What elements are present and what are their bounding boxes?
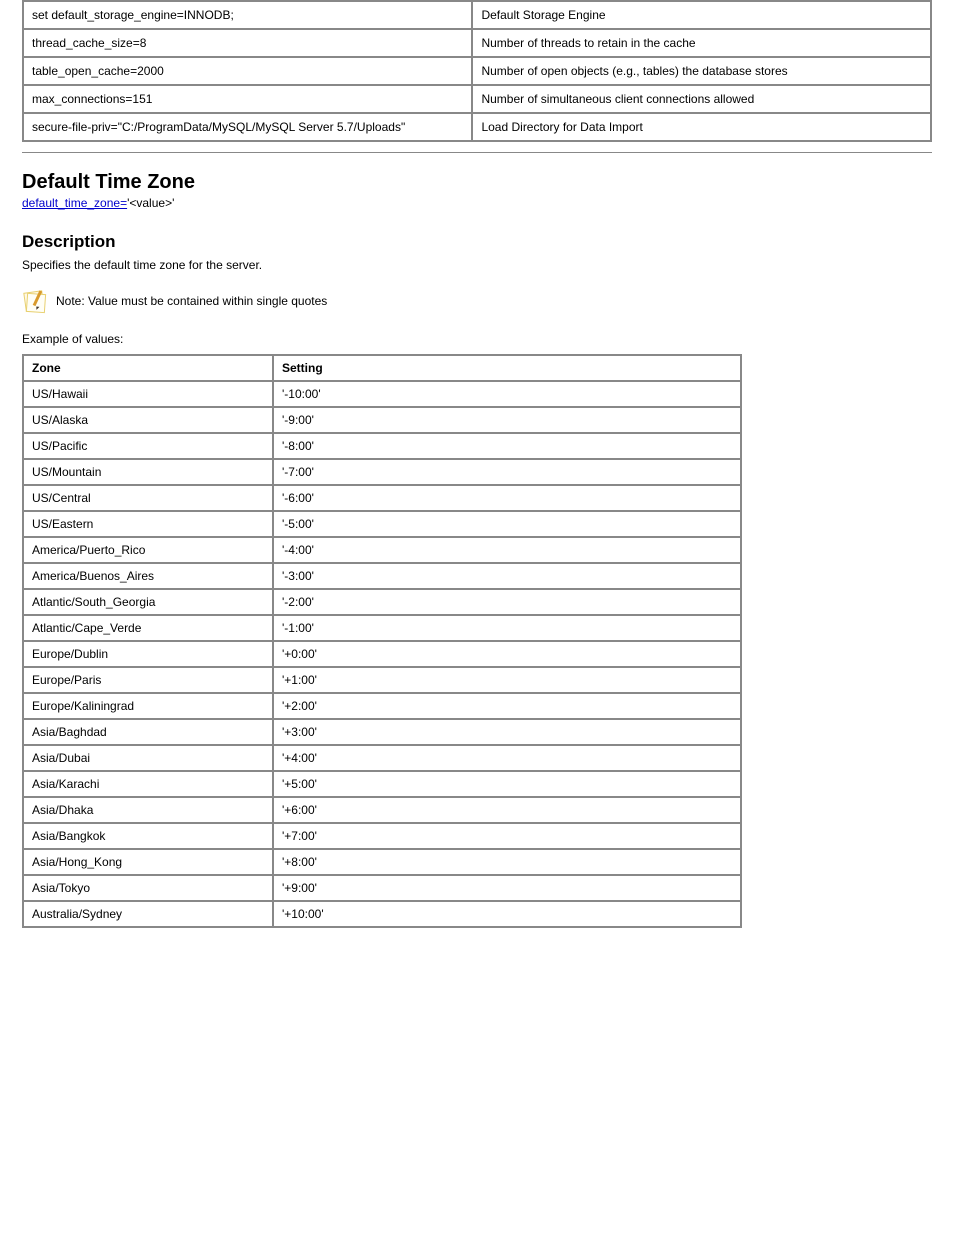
tz-zone: Asia/Karachi xyxy=(23,771,273,797)
tz-zone: America/Puerto_Rico xyxy=(23,537,273,563)
option-desc: Number of threads to retain in the cache xyxy=(472,29,931,57)
description-text: Specifies the default time zone for the … xyxy=(22,258,932,272)
option-name: secure-file-priv="C:/ProgramData/MySQL/M… xyxy=(23,113,472,141)
tz-zone: America/Buenos_Aires xyxy=(23,563,273,589)
option-desc: Load Directory for Data Import xyxy=(472,113,931,141)
tz-setting: '+5:00' xyxy=(273,771,741,797)
tz-setting: '+9:00' xyxy=(273,875,741,901)
table-row: Asia/Dubai'+4:00' xyxy=(23,745,741,771)
tz-setting: '-8:00' xyxy=(273,433,741,459)
table-row: table_open_cache=2000Number of open obje… xyxy=(23,57,931,85)
tz-zone: Asia/Hong_Kong xyxy=(23,849,273,875)
tz-setting: '+6:00' xyxy=(273,797,741,823)
tz-setting: '-1:00' xyxy=(273,615,741,641)
table-row: US/Central'-6:00' xyxy=(23,485,741,511)
tz-setting: '+10:00' xyxy=(273,901,741,927)
option-name: table_open_cache=2000 xyxy=(23,57,472,85)
table-row: Atlantic/South_Georgia'-2:00' xyxy=(23,589,741,615)
options-table-body: set default_storage_engine=INNODB;Defaul… xyxy=(23,1,931,141)
table-row: thread_cache_size=8Number of threads to … xyxy=(23,29,931,57)
option-desc: Default Storage Engine xyxy=(472,1,931,29)
tz-zone: Europe/Dublin xyxy=(23,641,273,667)
tz-setting: '-2:00' xyxy=(273,589,741,615)
tz-setting: '-9:00' xyxy=(273,407,741,433)
table-row: Europe/Kaliningrad'+2:00' xyxy=(23,693,741,719)
table-row: Asia/Bangkok'+7:00' xyxy=(23,823,741,849)
table-row: US/Eastern'-5:00' xyxy=(23,511,741,537)
tz-setting: '-3:00' xyxy=(273,563,741,589)
option-desc: Number of open objects (e.g., tables) th… xyxy=(472,57,931,85)
timezone-table-body: US/Hawaii'-10:00'US/Alaska'-9:00'US/Paci… xyxy=(23,381,741,927)
tz-setting: '+4:00' xyxy=(273,745,741,771)
tz-zone: Europe/Kaliningrad xyxy=(23,693,273,719)
table-row: Australia/Sydney'+10:00' xyxy=(23,901,741,927)
table-row: secure-file-priv="C:/ProgramData/MySQL/M… xyxy=(23,113,931,141)
tz-header-setting: Setting xyxy=(273,355,741,381)
note-icon xyxy=(22,288,48,314)
tz-setting: '-10:00' xyxy=(273,381,741,407)
option-link-row: default_time_zone='<value>' xyxy=(22,196,932,210)
table-row: US/Pacific'-8:00' xyxy=(23,433,741,459)
tz-zone: Asia/Dhaka xyxy=(23,797,273,823)
options-table: set default_storage_engine=INNODB;Defaul… xyxy=(22,0,932,142)
tz-zone: Atlantic/South_Georgia xyxy=(23,589,273,615)
tz-zone: Asia/Dubai xyxy=(23,745,273,771)
tz-zone: Asia/Tokyo xyxy=(23,875,273,901)
table-row: Atlantic/Cape_Verde'-1:00' xyxy=(23,615,741,641)
tz-setting: '-4:00' xyxy=(273,537,741,563)
tz-zone: Asia/Baghdad xyxy=(23,719,273,745)
table-row: US/Mountain'-7:00' xyxy=(23,459,741,485)
tz-setting: '-5:00' xyxy=(273,511,741,537)
tz-zone: Europe/Paris xyxy=(23,667,273,693)
section-divider xyxy=(22,152,932,153)
table-row: Asia/Karachi'+5:00' xyxy=(23,771,741,797)
table-row: Europe/Paris'+1:00' xyxy=(23,667,741,693)
tz-zone: Australia/Sydney xyxy=(23,901,273,927)
table-row: Asia/Dhaka'+6:00' xyxy=(23,797,741,823)
table-row: America/Buenos_Aires'-3:00' xyxy=(23,563,741,589)
tz-setting: '+3:00' xyxy=(273,719,741,745)
tz-zone: US/Alaska xyxy=(23,407,273,433)
tz-setting: '+2:00' xyxy=(273,693,741,719)
tz-setting: '-6:00' xyxy=(273,485,741,511)
table-row: max_connections=151Number of simultaneou… xyxy=(23,85,931,113)
tz-zone: US/Eastern xyxy=(23,511,273,537)
timezone-table: Zone Setting US/Hawaii'-10:00'US/Alaska'… xyxy=(22,354,742,928)
default-time-zone-link[interactable]: default_time_zone= xyxy=(22,196,127,210)
table-row: set default_storage_engine=INNODB;Defaul… xyxy=(23,1,931,29)
tz-header-zone: Zone xyxy=(23,355,273,381)
tz-zone: Asia/Bangkok xyxy=(23,823,273,849)
tz-setting: '+0:00' xyxy=(273,641,741,667)
note-row: Note: Value must be contained within sin… xyxy=(22,288,932,314)
tz-zone: US/Hawaii xyxy=(23,381,273,407)
option-name: max_connections=151 xyxy=(23,85,472,113)
option-name: set default_storage_engine=INNODB; xyxy=(23,1,472,29)
table-row: America/Puerto_Rico'-4:00' xyxy=(23,537,741,563)
table-row: Asia/Hong_Kong'+8:00' xyxy=(23,849,741,875)
table-row: Europe/Dublin'+0:00' xyxy=(23,641,741,667)
tz-zone: Atlantic/Cape_Verde xyxy=(23,615,273,641)
tz-setting: '+1:00' xyxy=(273,667,741,693)
table-row: Asia/Baghdad'+3:00' xyxy=(23,719,741,745)
option-value-placeholder: '<value>' xyxy=(127,196,174,210)
option-name: thread_cache_size=8 xyxy=(23,29,472,57)
tz-zone: US/Pacific xyxy=(23,433,273,459)
table-row: US/Alaska'-9:00' xyxy=(23,407,741,433)
table-row: Asia/Tokyo'+9:00' xyxy=(23,875,741,901)
tz-setting: '+7:00' xyxy=(273,823,741,849)
option-desc: Number of simultaneous client connection… xyxy=(472,85,931,113)
section-title: Default Time Zone xyxy=(22,171,932,194)
tz-zone: US/Mountain xyxy=(23,459,273,485)
tz-setting: '-7:00' xyxy=(273,459,741,485)
table-row: US/Hawaii'-10:00' xyxy=(23,381,741,407)
tz-zone: US/Central xyxy=(23,485,273,511)
note-text: Note: Value must be contained within sin… xyxy=(56,294,327,308)
example-label: Example of values: xyxy=(22,332,932,346)
tz-setting: '+8:00' xyxy=(273,849,741,875)
description-heading: Description xyxy=(22,232,932,252)
